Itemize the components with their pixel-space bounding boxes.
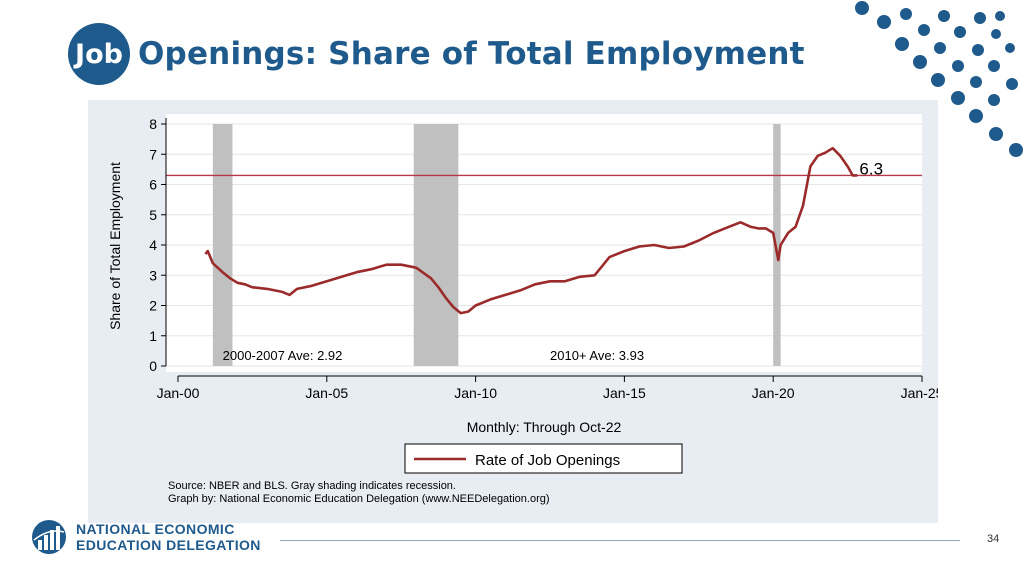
plot-area [166,114,922,372]
x-tick-label-3: Jan-15 [603,385,646,401]
org-name-line1: NATIONAL ECONOMIC [76,521,235,537]
page-number: 34 [987,533,1000,545]
x-tick-label-2: Jan-10 [454,385,497,401]
y-tick-label-7: 7 [149,146,157,162]
series-layer [204,146,858,315]
gridlines [166,123,922,367]
axes [165,118,922,377]
latest-value-label: 6.3 [859,159,883,178]
globe-bars-icon [32,520,66,554]
recession-band-1 [413,124,459,366]
chart-legend: Rate of Job Openings [404,443,683,474]
y-tick-label-3: 3 [149,267,157,283]
y-tick-label-6: 6 [149,177,157,193]
series-line-0 [204,146,858,315]
recession-band-2 [773,124,781,366]
page-title: Openings: Share of Total Employment [138,36,805,72]
credit-note: Graph by: National Economic Education De… [168,493,550,505]
recession-band-0 [212,124,233,366]
x-axis-label: Monthly: Through Oct-22 [467,419,622,435]
y-tick-label-5: 5 [149,207,157,223]
annotation-2000-2007-average: 2000-2007 Ave: 2.92 [223,348,343,363]
x-tick-label-0: Jan-00 [157,385,200,401]
need-logo: NATIONAL ECONOMIC EDUCATION DELEGATION [30,518,261,556]
y-tick-label-2: 2 [149,298,157,314]
org-name: NATIONAL ECONOMIC EDUCATION DELEGATION [76,521,261,553]
job-openings-chart: 0 1 2 3 4 5 6 7 8 Jan-00 Jan-05 Jan-10 Jan-15 Jan-20… [107,114,938,505]
slide-title: Job Openings: Share of Total Employment [68,22,805,86]
x-tick-labels: Jan-00 Jan-05 Jan-10 Jan-15 Jan-20 Jan-25 [157,376,938,401]
footer-divider [280,540,960,541]
org-name-line2: EDUCATION DELEGATION [76,537,261,553]
y-tick-label-8: 8 [149,116,157,132]
decorative-dots [855,1,1023,157]
y-tick-label-0: 0 [149,358,157,374]
x-tick-label-1: Jan-05 [305,385,348,401]
legend-label: Rate of Job Openings [475,452,620,469]
x-tick-label-4: Jan-20 [752,385,795,401]
source-note: Source: NBER and BLS. Gray shading indic… [168,480,456,492]
recession-shading [212,124,781,366]
x-tick-label-5: Jan-25 [901,385,938,401]
chart-panel: 0 1 2 3 4 5 6 7 8 Jan-00 Jan-05 Jan-10 Jan-15 Jan-20… [88,100,938,523]
y-tick-label-1: 1 [149,328,157,344]
annotation-2010-average: 2010+ Ave: 3.93 [550,348,644,363]
y-axis-label: Share of Total Employment [107,162,123,330]
title-badge-text: Job [75,38,123,70]
title-badge: Job [68,23,130,85]
y-tick-labels: 0 1 2 3 4 5 6 7 8 [149,116,166,374]
y-tick-label-4: 4 [149,237,157,253]
